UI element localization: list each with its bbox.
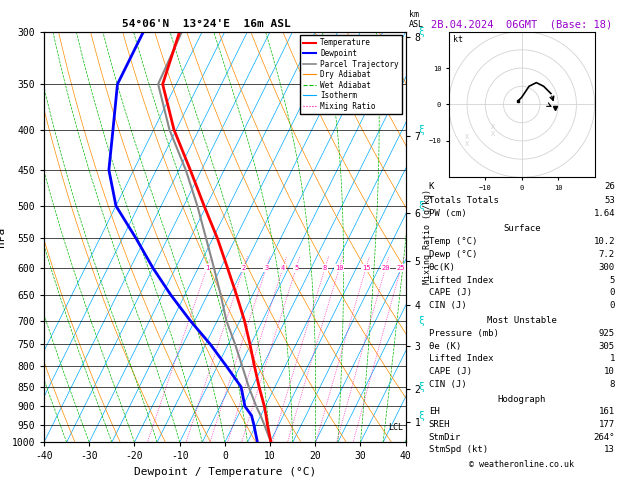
Text: Dewp (°C): Dewp (°C) bbox=[428, 250, 477, 259]
Text: Surface: Surface bbox=[503, 224, 540, 233]
Text: EH: EH bbox=[428, 407, 440, 417]
Text: 2: 2 bbox=[242, 265, 246, 271]
Text: 8: 8 bbox=[323, 265, 327, 271]
Text: 0: 0 bbox=[610, 301, 615, 310]
Text: CAPE (J): CAPE (J) bbox=[428, 367, 472, 377]
Text: 13: 13 bbox=[604, 445, 615, 454]
Text: CAPE (J): CAPE (J) bbox=[428, 288, 472, 297]
Y-axis label: hPa: hPa bbox=[0, 227, 6, 247]
Text: 264°: 264° bbox=[593, 433, 615, 442]
Text: θc(K): θc(K) bbox=[428, 263, 455, 272]
Text: ξ: ξ bbox=[418, 201, 425, 211]
Text: X
X: X X bbox=[465, 135, 469, 147]
Text: X
X: X X bbox=[491, 123, 495, 137]
Text: Totals Totals: Totals Totals bbox=[428, 196, 499, 205]
Text: CIN (J): CIN (J) bbox=[428, 381, 466, 389]
Text: StmSpd (kt): StmSpd (kt) bbox=[428, 445, 487, 454]
Text: 1.64: 1.64 bbox=[593, 209, 615, 219]
Text: 8: 8 bbox=[610, 381, 615, 389]
Text: 305: 305 bbox=[599, 342, 615, 350]
Text: K: K bbox=[428, 182, 434, 191]
Text: 10: 10 bbox=[604, 367, 615, 377]
Text: ξ: ξ bbox=[418, 125, 425, 135]
Text: © weatheronline.co.uk: © weatheronline.co.uk bbox=[469, 460, 574, 469]
Text: ξ: ξ bbox=[418, 315, 425, 326]
Text: 5: 5 bbox=[610, 276, 615, 285]
Text: 0: 0 bbox=[610, 288, 615, 297]
Text: 161: 161 bbox=[599, 407, 615, 417]
Text: CIN (J): CIN (J) bbox=[428, 301, 466, 310]
Text: 10: 10 bbox=[335, 265, 343, 271]
Text: 3: 3 bbox=[264, 265, 269, 271]
Text: 1: 1 bbox=[610, 354, 615, 364]
Y-axis label: Mixing Ratio (g/kg): Mixing Ratio (g/kg) bbox=[423, 190, 432, 284]
Text: 2B.04.2024  06GMT  (Base: 18): 2B.04.2024 06GMT (Base: 18) bbox=[431, 19, 613, 29]
Text: Lifted Index: Lifted Index bbox=[428, 354, 493, 364]
Text: StmDir: StmDir bbox=[428, 433, 461, 442]
Text: ξ: ξ bbox=[418, 411, 425, 421]
Text: 7.2: 7.2 bbox=[599, 250, 615, 259]
Text: 26: 26 bbox=[604, 182, 615, 191]
Text: km
ASL: km ASL bbox=[409, 10, 424, 29]
Text: 20: 20 bbox=[381, 265, 390, 271]
Text: 54°06'N  13°24'E  16m ASL: 54°06'N 13°24'E 16m ASL bbox=[123, 19, 291, 29]
Text: Most Unstable: Most Unstable bbox=[487, 315, 557, 325]
Text: 1: 1 bbox=[205, 265, 209, 271]
Text: kt: kt bbox=[452, 35, 462, 44]
Text: 177: 177 bbox=[599, 420, 615, 429]
Legend: Temperature, Dewpoint, Parcel Trajectory, Dry Adiabat, Wet Adiabat, Isotherm, Mi: Temperature, Dewpoint, Parcel Trajectory… bbox=[299, 35, 402, 114]
Text: SREH: SREH bbox=[428, 420, 450, 429]
Text: Pressure (mb): Pressure (mb) bbox=[428, 329, 499, 338]
Text: 10.2: 10.2 bbox=[593, 237, 615, 246]
Text: 15: 15 bbox=[362, 265, 370, 271]
Text: 4: 4 bbox=[281, 265, 285, 271]
Text: ξ: ξ bbox=[418, 382, 425, 392]
Text: 25: 25 bbox=[397, 265, 405, 271]
Text: PW (cm): PW (cm) bbox=[428, 209, 466, 219]
Text: Temp (°C): Temp (°C) bbox=[428, 237, 477, 246]
Text: ξ: ξ bbox=[418, 27, 425, 36]
X-axis label: Dewpoint / Temperature (°C): Dewpoint / Temperature (°C) bbox=[134, 467, 316, 477]
Text: 53: 53 bbox=[604, 196, 615, 205]
Text: 925: 925 bbox=[599, 329, 615, 338]
Text: 300: 300 bbox=[599, 263, 615, 272]
Text: Hodograph: Hodograph bbox=[498, 395, 546, 404]
Text: LCL: LCL bbox=[389, 423, 403, 432]
Text: θe (K): θe (K) bbox=[428, 342, 461, 350]
Text: 5: 5 bbox=[294, 265, 298, 271]
Text: Lifted Index: Lifted Index bbox=[428, 276, 493, 285]
